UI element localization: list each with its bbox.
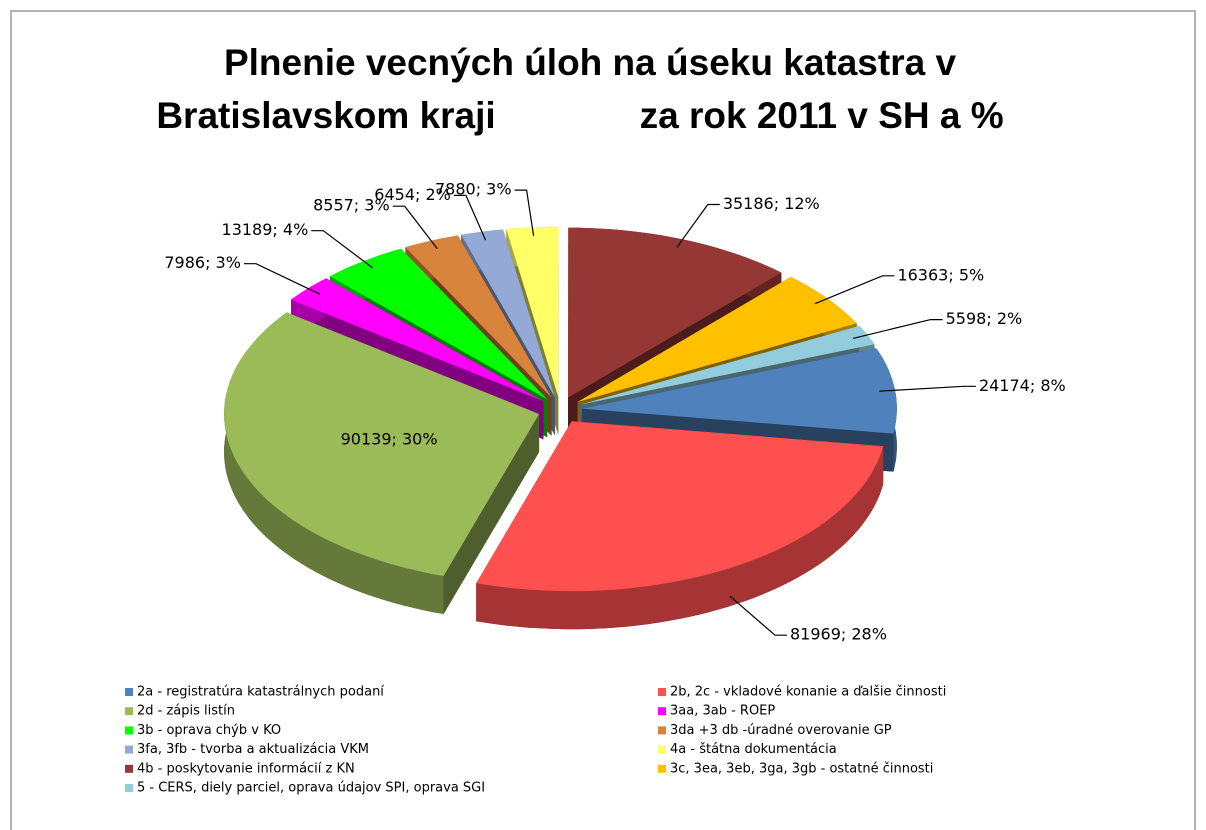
leader-line <box>879 385 976 392</box>
leader-line <box>852 319 943 339</box>
legend-label: 3fa, 3fb - tvorba a aktualizácia VKM <box>137 742 369 757</box>
slice <box>291 278 544 402</box>
slice-wall <box>476 446 884 630</box>
legend-swatch <box>125 764 133 773</box>
leader-line <box>392 205 438 249</box>
data-label: 24174; 8% <box>979 376 1066 395</box>
legend-swatch <box>125 707 133 716</box>
slice-side <box>443 414 540 614</box>
legend-swatch <box>658 726 666 735</box>
data-label: 8557; 3% <box>313 196 390 215</box>
slice <box>461 229 555 398</box>
leader-line <box>453 194 487 241</box>
legend-label: 2b, 2c - vkladové konanie a ďalšie činno… <box>670 685 946 700</box>
data-label: 35186; 12% <box>723 194 820 213</box>
legend-label: 3c, 3ea, 3eb, 3ga, 3gb - ostatné činnost… <box>670 761 933 776</box>
legend-label: 3b - oprava chýb v KO <box>137 723 281 738</box>
slice <box>224 312 540 576</box>
leader-line <box>814 275 895 305</box>
legend-swatch <box>125 726 133 735</box>
leader-line <box>514 189 535 236</box>
slice <box>581 348 897 434</box>
data-label: 16363; 5% <box>897 265 984 284</box>
leader-line <box>311 230 374 269</box>
data-label: 5598; 2% <box>946 309 1023 328</box>
legend-swatch <box>658 688 666 696</box>
legend-swatch <box>658 707 666 716</box>
legend-swatch <box>658 764 666 773</box>
slice <box>577 276 857 402</box>
legend-label: 2a - registratúra katastrálnych podaní <box>137 685 384 700</box>
slice <box>506 226 559 397</box>
slice <box>580 325 875 405</box>
leader-line <box>244 263 320 295</box>
leader-line <box>676 203 720 248</box>
legend-label: 4a - štátna dokumentácia <box>670 742 837 757</box>
slice <box>476 421 884 630</box>
legend-label: 5 - CERS, diely parciel, oprava údajov S… <box>137 781 485 796</box>
chart-title: Plnenie vecných úloh na úseku katastra v <box>224 42 956 83</box>
data-label: 7986; 3% <box>164 253 241 272</box>
data-label: 13189; 4% <box>222 220 309 239</box>
chart-title: Bratislavskom kraji za rok 2011 v SH a % <box>156 95 1003 136</box>
data-label: 90139; 30% <box>341 430 438 449</box>
data-label: 6454; 2% <box>374 185 451 204</box>
leader-line <box>729 595 787 636</box>
data-label: 7880; 3% <box>435 180 512 199</box>
legend-label: 3da +3 db -úradné overovanie GP <box>670 723 892 738</box>
data-label: 81969; 28% <box>790 625 887 644</box>
slice <box>224 312 540 614</box>
legend: 2a - registratúra katastrálnych podaní 2b… <box>125 685 946 796</box>
legend-swatch <box>125 745 133 754</box>
legend-swatch <box>125 784 133 792</box>
legend-label: 2d - zápis listín <box>137 704 235 719</box>
slice <box>476 421 884 592</box>
slice <box>405 235 552 398</box>
pie: 24174; 8% 81969; 28% 90139; 30% 7986; 3% 131… <box>164 180 1065 644</box>
legend-label: 4b - poskytovanie informácií z KN <box>137 761 355 776</box>
legend-label: 3aa, 3ab - ROEP <box>670 704 775 719</box>
slice <box>568 227 782 398</box>
legend-swatch <box>658 745 666 754</box>
slice <box>329 248 548 400</box>
slice-wall <box>224 312 444 614</box>
legend-swatch <box>125 688 133 696</box>
